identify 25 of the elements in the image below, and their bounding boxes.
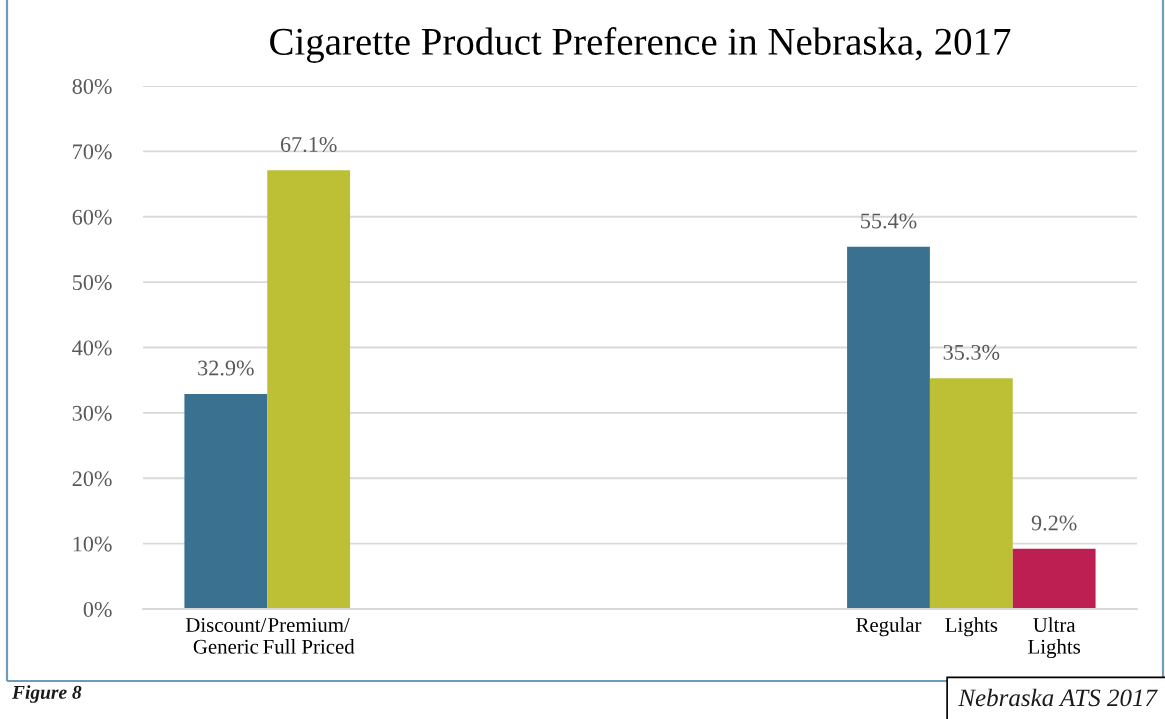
x-tick-label: Ultra Lights — [1028, 617, 1081, 659]
bar — [929, 378, 1013, 609]
bar — [267, 170, 351, 609]
bar — [184, 393, 268, 609]
text: Nebraska ATS 2017 — [958, 688, 1158, 707]
data-label: 55.4% — [861, 213, 917, 229]
data-label: 35.3% — [943, 344, 1000, 360]
y-tick-label: 70% — [73, 144, 112, 160]
caption: Figure 8 — [11, 685, 82, 703]
y-tick-label: 80% — [72, 78, 112, 94]
y-tick-label: 0% — [83, 601, 112, 617]
y-tick-label: 40% — [72, 340, 112, 356]
x-tick-label: Lights — [945, 617, 998, 637]
data-label: 32.9% — [198, 360, 254, 376]
bar — [847, 246, 930, 609]
y-tick-label: 60% — [72, 209, 112, 225]
y-tick-label: 10% — [73, 536, 112, 552]
bar — [1012, 548, 1096, 609]
chart-title: Cigarette Product Preference in Nebraska, 2017 — [270, 27, 1011, 63]
data-label: 67.1% — [280, 136, 337, 153]
y-tick-label: 20% — [72, 471, 112, 487]
data-label: 9.2% — [1031, 515, 1077, 531]
y-tick-label: 30% — [72, 405, 112, 421]
y-tick-label: 50% — [73, 275, 112, 291]
x-tick-label: Regular — [856, 617, 922, 637]
